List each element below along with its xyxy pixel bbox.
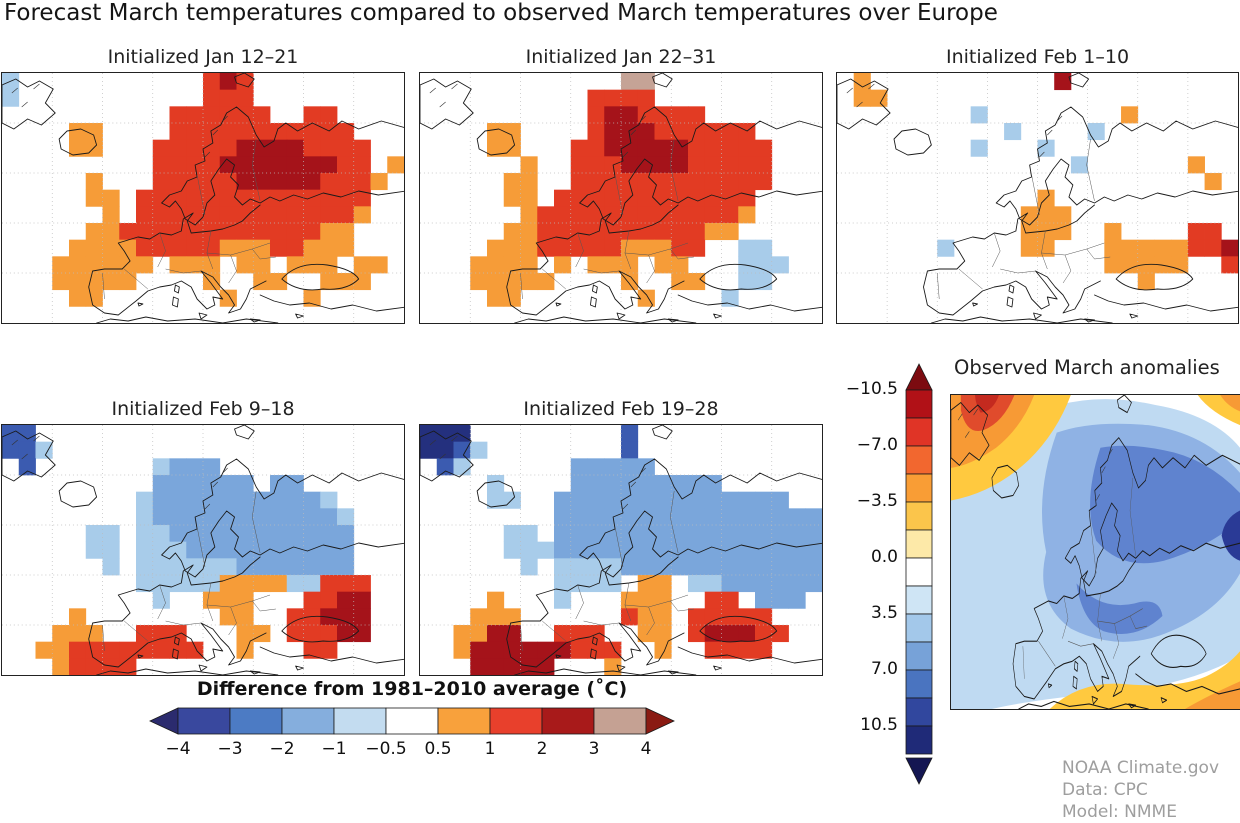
- colorbar-tick-label: −1: [321, 739, 347, 759]
- figure-title: Forecast March temperatures compared to …: [4, 0, 998, 26]
- colorbar-tick-label: 3: [588, 739, 600, 759]
- graticule: [2, 73, 404, 323]
- observed-title: Observed March anomalies: [954, 356, 1220, 379]
- panel-feb-1-10: Initialized Feb 1–10: [836, 44, 1239, 324]
- observed-colorbar: [905, 363, 933, 785]
- forecast-map-jan-12-21: [1, 72, 405, 324]
- forecast-colorbar-title: Difference from 1981–2010 average (˚C): [196, 678, 628, 700]
- anomaly-blob-deep-blue-north: [1090, 445, 1240, 564]
- forecast-map-svg: [2, 425, 404, 675]
- credit-data-source: Data: CPC: [1062, 780, 1148, 800]
- colorbar-arrow-left: [149, 707, 179, 735]
- anomaly-blob-navy-east: [1221, 510, 1240, 561]
- panel-jan-12-21: Initialized Jan 12–21: [1, 44, 405, 324]
- panel-title: Initialized Feb 9–18: [111, 398, 295, 420]
- anomaly-cells: [2, 73, 404, 307]
- colorbar-tick-label: 1: [484, 739, 496, 759]
- forecast-map-svg: [420, 73, 822, 323]
- panel-feb-19-28: Initialized Feb 19–28: [419, 396, 823, 676]
- forecast-map-feb-9-18: [1, 424, 405, 676]
- panel-title: Initialized Jan 22–31: [525, 46, 717, 68]
- panel-jan-22-31: Initialized Jan 22–31: [419, 44, 823, 324]
- panel-title: Initialized Jan 12–21: [107, 46, 299, 68]
- anomaly-blob-orange-bottomright: [1185, 681, 1240, 709]
- colorbar-tick-label: 0.0: [870, 547, 898, 567]
- colorbar-tick-label: 10.5: [860, 715, 898, 735]
- colorbar-tick-label: 2: [536, 739, 548, 759]
- credit-model: Model: NMME: [1062, 802, 1177, 822]
- colorbar-tick-label: 0.5: [424, 739, 452, 759]
- colorbar-tick-label: 7.0: [870, 659, 898, 679]
- forecast-map-svg: [420, 425, 822, 675]
- anomaly-blob-orange-topright: [1220, 395, 1240, 412]
- graticule: [837, 73, 1238, 323]
- forecast-map-svg: [837, 73, 1238, 323]
- forecast-map-svg: [2, 73, 404, 323]
- panel-title: Initialized Feb 19–28: [523, 398, 719, 420]
- observed-colorbar-block: −10.5 −7.0 −3.5 0.0 3.5 7.0 10.5: [846, 362, 942, 786]
- observed-map: [950, 394, 1240, 710]
- credits: NOAA Climate.gov Data: CPC Model: NMME: [1062, 757, 1219, 823]
- anomaly-blob-red-topleft: [960, 395, 1015, 432]
- observed-colorbar-ticks: −10.5 −7.0 −3.5 0.0 3.5 7.0 10.5: [846, 362, 942, 786]
- forecast-map-feb-19-28: [419, 424, 823, 676]
- observed-map-svg: [951, 395, 1240, 709]
- colorbar-tick-label: −3: [217, 739, 243, 759]
- colorbar-tick-label: −0.5: [365, 739, 407, 759]
- panel-title: Initialized Feb 1–10: [945, 46, 1130, 68]
- colorbar-arrow-up: [905, 363, 933, 391]
- panel-feb-9-18: Initialized Feb 9–18: [1, 396, 405, 676]
- colorbar-tick-label: −7.0: [856, 435, 898, 455]
- colorbar-tick-label: −4: [165, 739, 191, 759]
- anomaly-cells: [420, 425, 822, 675]
- forecast-colorbar-ticks: −4 −3 −2 −1 −0.5 0.5 1 2 3 4: [148, 737, 676, 761]
- forecast-colorbar: [149, 707, 675, 735]
- graticule: [420, 73, 822, 323]
- forecast-map-jan-22-31: [419, 72, 823, 324]
- forecast-map-feb-1-10: [836, 72, 1239, 324]
- colorbar-tick-label: 4: [640, 739, 652, 759]
- anomaly-cells: [2, 425, 371, 675]
- colorbar-tick-label: −3.5: [856, 491, 898, 511]
- colorbar-arrow-down: [905, 757, 933, 785]
- colorbar-tick-label: −10.5: [845, 379, 898, 399]
- colorbar-arrow-right: [645, 707, 675, 735]
- credit-noaa: NOAA Climate.gov: [1062, 758, 1220, 778]
- forecast-colorbar-block: Difference from 1981–2010 average (˚C) −…: [148, 678, 676, 761]
- anomaly-blob-yellow-bottom: [1049, 651, 1240, 709]
- colorbar-tick-label: −2: [269, 739, 295, 759]
- anomaly-cells: [470, 73, 789, 307]
- colorbar-tick-label: 3.5: [870, 603, 898, 623]
- anomaly-cells: [853, 73, 1238, 291]
